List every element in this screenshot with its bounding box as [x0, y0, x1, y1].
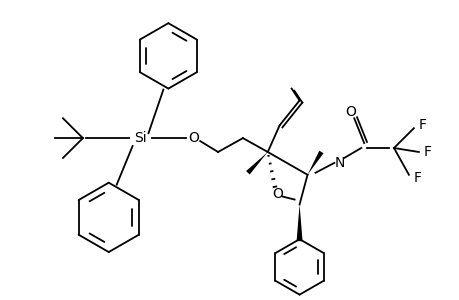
Text: O: O [344, 105, 355, 119]
Text: F: F [413, 171, 421, 185]
Polygon shape [246, 152, 267, 175]
Polygon shape [307, 151, 323, 175]
Text: Si: Si [134, 131, 146, 145]
Text: F: F [423, 145, 431, 159]
Text: O: O [187, 131, 198, 145]
Text: F: F [418, 118, 426, 132]
Polygon shape [296, 205, 302, 241]
Text: N: N [333, 156, 344, 170]
Text: O: O [272, 187, 283, 201]
